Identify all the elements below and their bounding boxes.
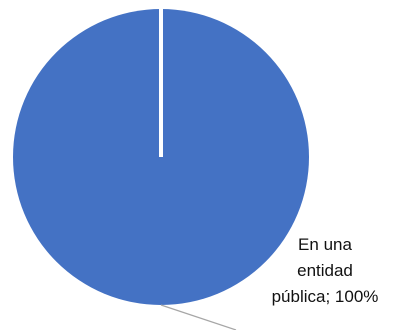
slice-label-line-1: En una (298, 235, 352, 254)
label-leader-line (160, 304, 237, 331)
slice-data-label: En una entidad pública; 100% (250, 232, 400, 310)
slice-label-line-2: entidad (297, 261, 353, 280)
slice-label-line-3: pública; 100% (271, 287, 379, 306)
